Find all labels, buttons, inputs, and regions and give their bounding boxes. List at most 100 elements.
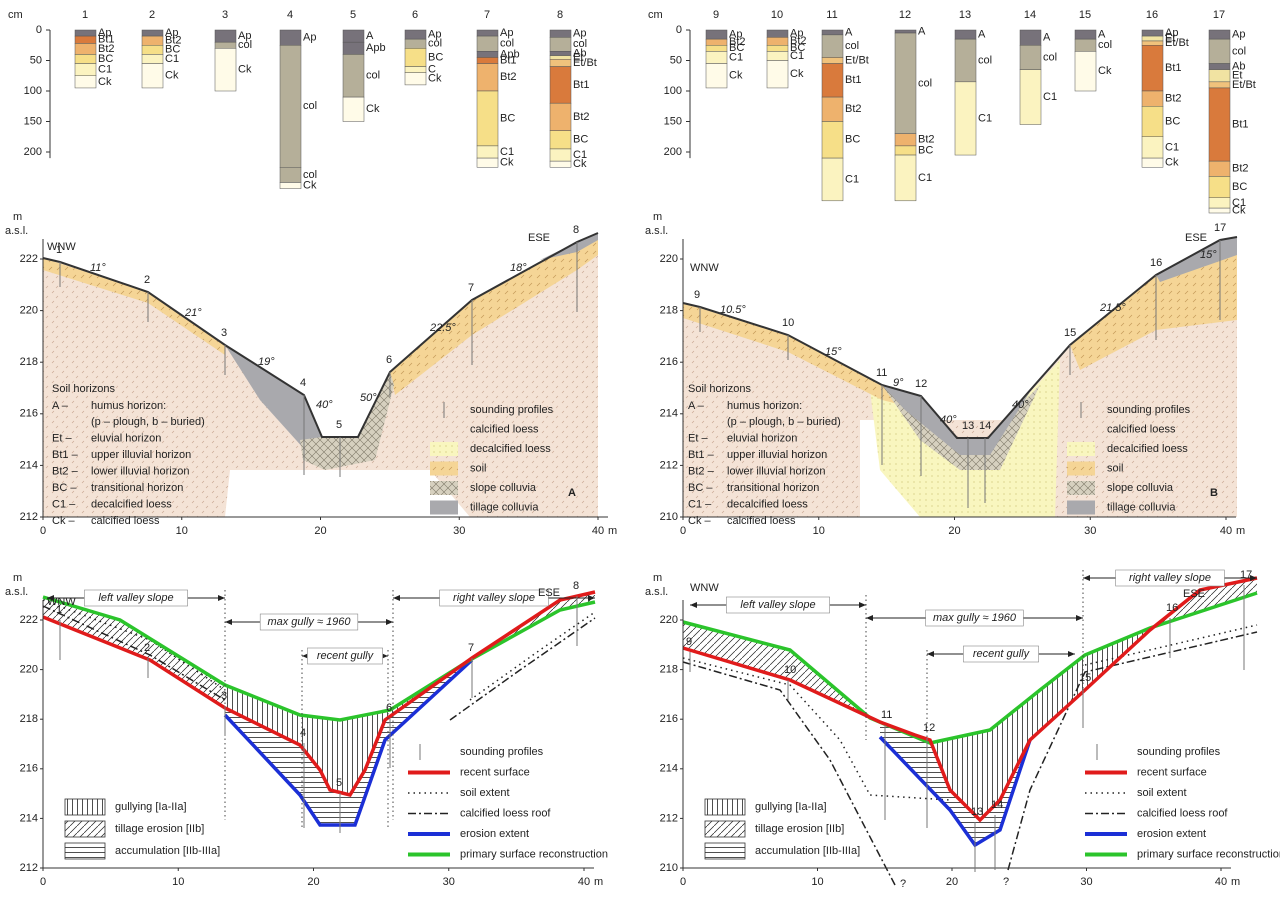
horizon: [894, 154, 917, 202]
horizon: [1208, 197, 1231, 209]
horizon-label: Et/Bt: [1165, 37, 1189, 49]
legend-swatch: [704, 820, 746, 838]
content: cm0501001502001ApBt1Bt2BCC1Ck2ApBt2BCC1C…: [5, 9, 1280, 890]
horizon: [705, 51, 728, 64]
horizon-label: col: [918, 77, 932, 89]
horizon: [141, 54, 164, 64]
horizon-label: Ck: [428, 73, 442, 85]
y-label: a.s.l.: [645, 586, 668, 598]
question-mark: ?: [1003, 876, 1009, 888]
horizon: [1208, 176, 1231, 198]
soil: [1070, 237, 1237, 370]
horizon-label: col: [238, 39, 252, 51]
legend-swatch: [430, 481, 458, 495]
tillage-erosion: [683, 622, 880, 722]
horizon-label: BC: [573, 134, 588, 146]
horizon: [1019, 45, 1042, 70]
horizon: [821, 157, 844, 202]
direction: WNW: [690, 582, 719, 594]
horizon-label: Ap: [165, 27, 178, 39]
horizon: [705, 38, 728, 46]
horizon: [74, 43, 97, 55]
direction: ESE: [1185, 232, 1207, 244]
span-box: [439, 589, 549, 607]
horizon: [549, 66, 572, 104]
horizon-label: BC: [165, 44, 180, 56]
y-tick-label: 212: [660, 812, 678, 824]
horizon: [1074, 51, 1097, 92]
horizon: [954, 81, 977, 156]
legend-swatch: [430, 500, 458, 515]
horizon-label: BC: [500, 112, 515, 124]
horizon-label: C1: [978, 112, 992, 124]
horizon: [549, 148, 572, 162]
legend-text: transitional horizon: [727, 482, 819, 494]
horizon-label: Bt2: [729, 36, 746, 48]
legend-text: accumulation [IIb-IIIa]: [115, 845, 220, 857]
profile-number: 7: [484, 9, 490, 21]
profile-number: 3: [221, 327, 227, 339]
y-tick-label: 220: [20, 664, 38, 676]
x-tick-label: 10: [172, 876, 184, 888]
panel-label: A: [568, 487, 576, 499]
horizon-label: C1: [790, 50, 804, 62]
y-label: a.s.l.: [5, 225, 28, 237]
span-box: [726, 596, 830, 614]
legend-text: soil extent: [460, 787, 510, 799]
direction: ESE: [1183, 588, 1205, 600]
horizon-label: Bt2: [918, 134, 935, 146]
legend-key: BC –: [52, 482, 77, 494]
profile-number: 8: [573, 224, 579, 236]
horizon-label: Ab: [1232, 61, 1245, 73]
legend-key: Ck –: [688, 515, 712, 527]
horizon-label: C1: [573, 149, 587, 161]
gullying: [225, 658, 472, 795]
legend-title: Soil horizons: [52, 383, 115, 395]
horizon-label: col: [500, 38, 514, 50]
legend-swatch: [430, 442, 458, 456]
tillage-colluvia: [882, 385, 1030, 455]
horizon-label: Ck: [573, 158, 587, 170]
x-tick-label: 40: [578, 876, 590, 888]
profile-number: 5: [336, 777, 342, 789]
horizon: [476, 157, 499, 168]
primary-surface: [682, 591, 1258, 745]
x-tick-label: 10: [176, 525, 188, 537]
legend-text: slope colluvia: [1107, 482, 1174, 494]
horizon: [342, 54, 365, 98]
horizon-label: col: [428, 38, 442, 50]
slope-angle: 19°: [258, 356, 275, 368]
depth-tick-label: 0: [36, 24, 42, 36]
horizon-label: BC: [729, 42, 744, 54]
legend-note: (p – plough, b – buried): [91, 416, 205, 428]
legend-text: upper illuvial horizon: [727, 449, 827, 461]
horizon-label: Ap: [573, 28, 586, 40]
horizon-label: Bt1: [500, 54, 517, 66]
surface: [42, 232, 599, 438]
slope-angle: 40°: [316, 399, 333, 411]
horizon-label: Bt1: [98, 34, 115, 46]
profile-number: 9: [686, 636, 692, 648]
profile-number: 14: [1024, 9, 1036, 21]
slope-angle: 15°: [1200, 249, 1217, 261]
horizon-label: Bt2: [1232, 163, 1249, 175]
horizon-label: C1: [729, 51, 743, 63]
profile-number: 5: [350, 9, 356, 21]
legend-key: Bt2 –: [688, 465, 715, 477]
horizon: [476, 63, 499, 92]
profile-number: 9: [694, 289, 700, 301]
horizon-label: Ap: [238, 30, 251, 42]
y-tick-label: 214: [20, 812, 38, 824]
legend-text: tillage colluvia: [470, 501, 539, 513]
horizon-label: C1: [845, 173, 859, 185]
profile-number: 4: [300, 727, 306, 739]
x-tick-label: 20: [307, 876, 319, 888]
profile-number: 14: [991, 799, 1003, 811]
soil: [390, 233, 598, 395]
surface: [682, 236, 1238, 439]
y-tick-label: 220: [660, 614, 678, 626]
y-tick-label: 210: [660, 862, 678, 874]
horizon-label: C1: [1232, 197, 1246, 209]
depth-tick-label: 0: [676, 24, 682, 36]
y-label: m: [13, 211, 22, 223]
